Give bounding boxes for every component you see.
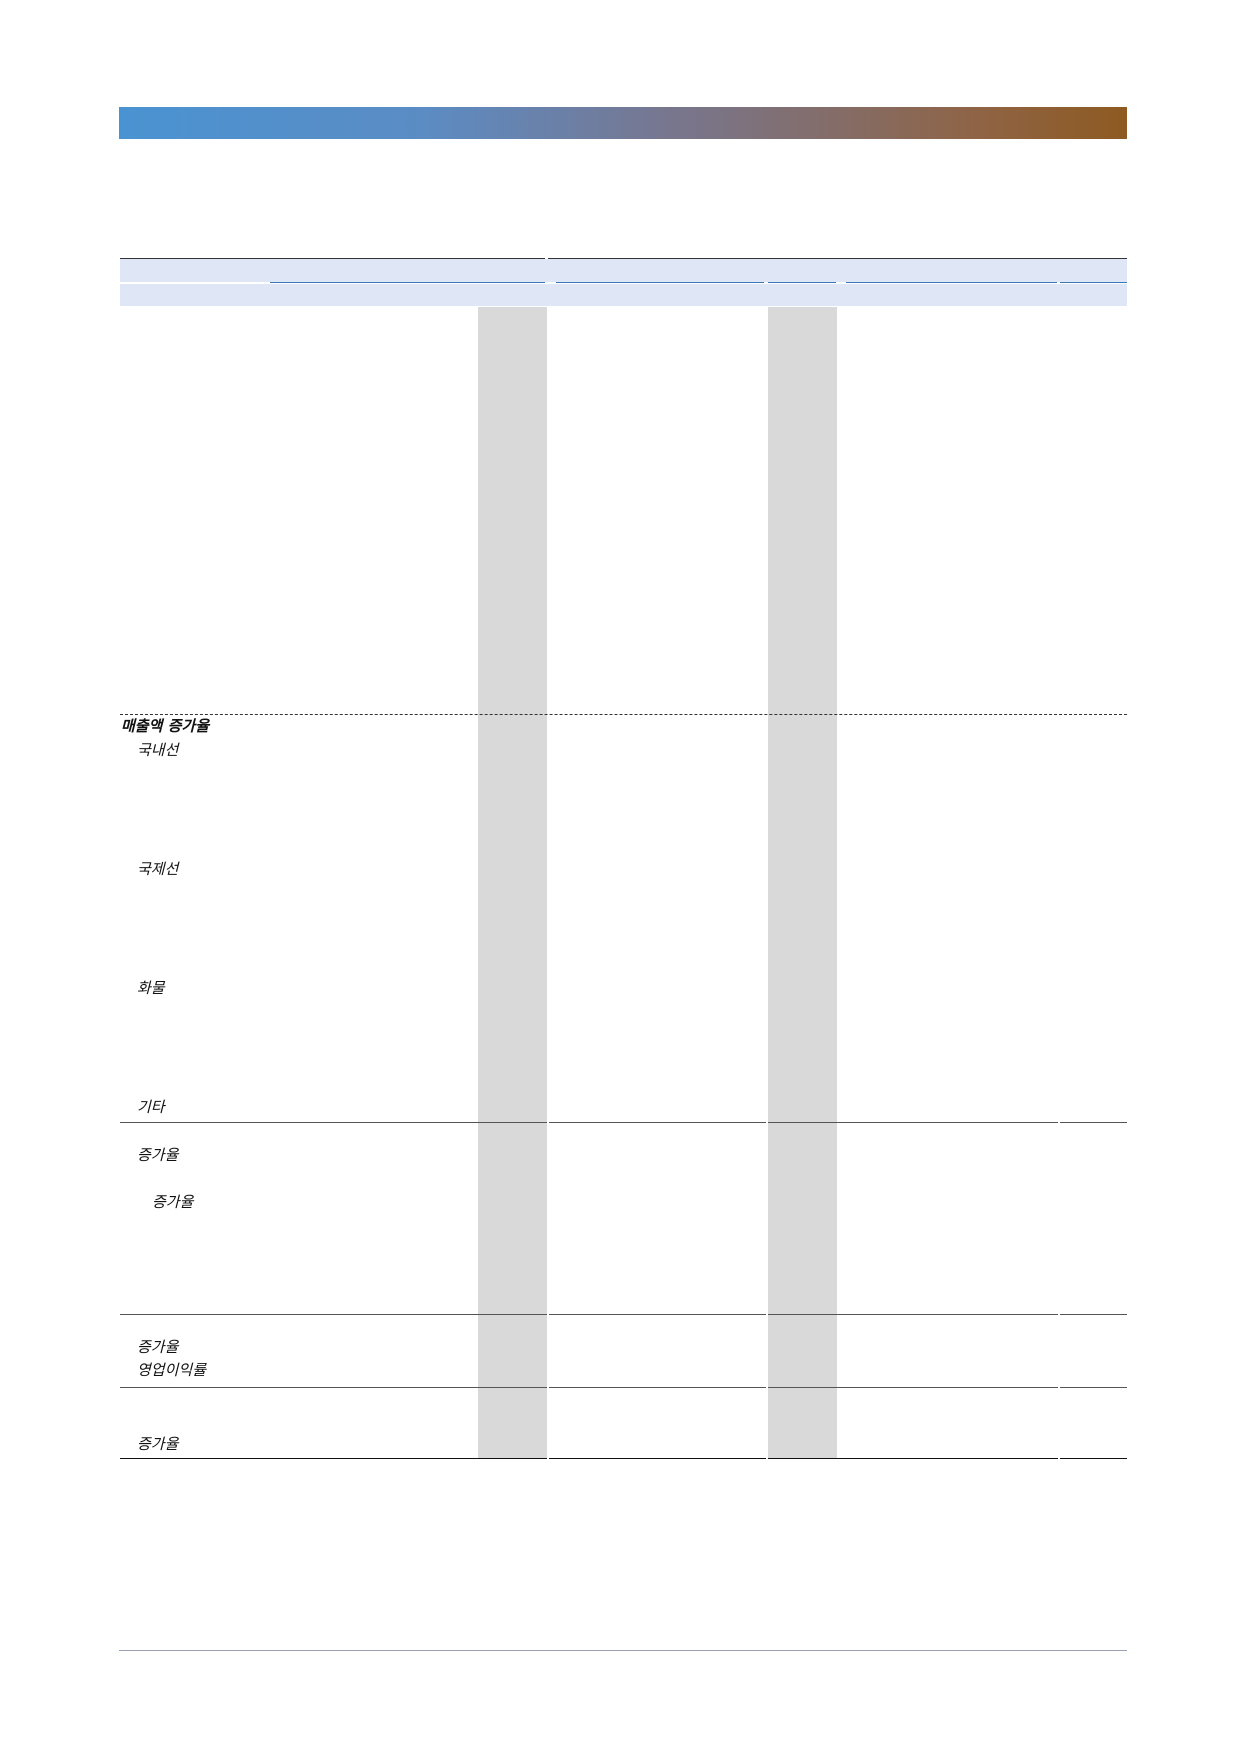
top-banner [119, 107, 1127, 139]
footer-rule [119, 1650, 1127, 1651]
section-divider [1060, 1387, 1127, 1388]
table-top-rule [548, 258, 1127, 259]
section-divider [549, 1314, 766, 1315]
table-bottom-rule [120, 1458, 547, 1459]
section-divider [768, 1387, 1058, 1388]
shaded-column-2 [768, 307, 837, 1458]
table-bottom-rule [768, 1458, 1058, 1459]
row-label-revenue-growth: 매출액 증가율 [121, 717, 210, 735]
header-underline [768, 282, 836, 283]
section-divider [768, 1122, 1058, 1123]
table-subheader-row [120, 284, 1127, 306]
header-underline [556, 282, 764, 283]
section-divider [549, 1387, 766, 1388]
section-divider [768, 1314, 1058, 1315]
row-label-growth-rate: 증가율 [137, 1435, 179, 1453]
header-underline [270, 282, 545, 283]
row-label-international: 국제선 [137, 860, 179, 878]
row-label-growth-rate: 증가율 [137, 1338, 179, 1356]
row-label-other: 기타 [137, 1098, 165, 1116]
table-top-rule [120, 258, 545, 259]
header-underline [846, 282, 1057, 283]
table-bottom-rule [1060, 1458, 1127, 1459]
header-underline [1060, 282, 1127, 283]
row-label-growth-rate: 증가율 [137, 1146, 179, 1164]
row-label-operating-margin: 영업이익률 [137, 1361, 207, 1379]
section-divider-dashed [120, 714, 1127, 715]
table-header-row [120, 259, 1127, 282]
table-bottom-rule [549, 1458, 766, 1459]
section-divider [120, 1122, 547, 1123]
row-label-growth-rate-sub: 증가율 [152, 1193, 194, 1211]
shaded-column-1 [478, 307, 547, 1458]
section-divider [1060, 1314, 1127, 1315]
row-label-cargo: 화물 [137, 979, 165, 997]
section-divider [1060, 1122, 1127, 1123]
section-divider [120, 1387, 547, 1388]
section-divider [549, 1122, 766, 1123]
row-label-domestic: 국내선 [137, 741, 179, 759]
section-divider [120, 1314, 547, 1315]
